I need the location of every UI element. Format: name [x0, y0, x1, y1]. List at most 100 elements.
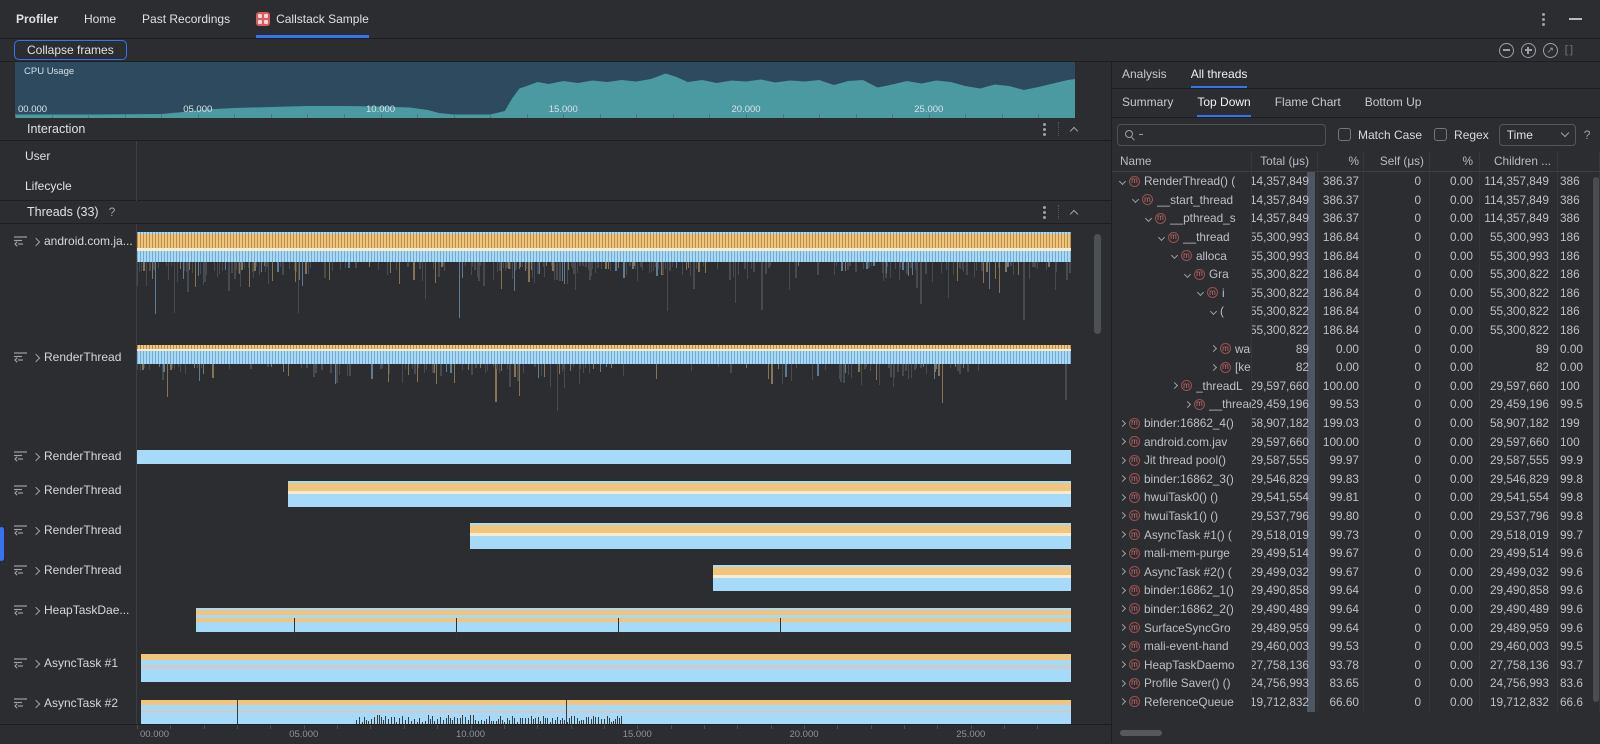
collapse-node-icon[interactable] — [1209, 307, 1218, 315]
threads-collapse-icon[interactable] — [1069, 209, 1079, 218]
expand-thread-icon[interactable] — [31, 452, 41, 462]
regex-checkbox[interactable] — [1434, 128, 1448, 141]
expand-thread-icon[interactable] — [31, 486, 41, 496]
filter-help-icon[interactable]: ? — [1583, 127, 1591, 142]
table-row[interactable]: (55,300,822 186.84 0 0.00 55,300,822 186 — [1112, 302, 1600, 321]
search-input[interactable] — [1146, 127, 1319, 142]
thread-track[interactable] — [137, 640, 1111, 688]
thread-track[interactable] — [137, 336, 1111, 441]
table-row[interactable]: m__pthread_s114,357,849386.3700.00114,35… — [1112, 209, 1600, 228]
table-row[interactable]: m binder:16862_3() 29,546,829 99.83 0 0.00 29,… — [1112, 469, 1600, 489]
tab-flame-chart[interactable]: Flame Chart — [1275, 89, 1341, 117]
expand-node-icon[interactable] — [1118, 456, 1127, 464]
table-row[interactable]: 55,300,822 186.84 0 0.00 55,300,822 186 — [1112, 320, 1600, 340]
thread-track[interactable] — [137, 441, 1111, 475]
expand-node-icon[interactable] — [1118, 531, 1127, 539]
expand-node-icon[interactable] — [1118, 661, 1127, 669]
expand-node-icon[interactable] — [1118, 512, 1127, 520]
expand-node-icon[interactable] — [1170, 382, 1179, 390]
col-self[interactable]: Self (μs) — [1364, 151, 1430, 171]
col-name[interactable]: Name — [1112, 151, 1252, 171]
thread-track[interactable] — [137, 475, 1111, 515]
thread-row-renderthread[interactable]: RenderThread — [0, 555, 1111, 595]
interaction-collapse-icon[interactable] — [1069, 126, 1079, 135]
expand-thread-icon[interactable] — [31, 659, 41, 669]
expand-node-icon[interactable] — [1118, 679, 1127, 687]
reset-zoom-icon[interactable]: ↗ — [1542, 42, 1558, 58]
window-kebab-menu-icon[interactable] — [1542, 17, 1545, 21]
zoom-in-icon[interactable] — [1520, 42, 1536, 58]
tab-home[interactable]: Home — [84, 0, 116, 38]
thread-track[interactable] — [137, 688, 1111, 724]
tab-callstack-sample[interactable]: Callstack Sample — [256, 0, 369, 38]
expand-thread-icon[interactable] — [31, 353, 41, 363]
search-box[interactable] — [1117, 123, 1326, 146]
collapse-node-icon[interactable] — [1144, 214, 1153, 223]
table-row[interactable]: m HeapTaskDaemo 27,758,136 93.78 0 0.00 27,758… — [1112, 655, 1600, 675]
table-row[interactable]: m binder:16862_2() 29,490,489 99.64 0 0.00 29,… — [1112, 599, 1600, 619]
table-row[interactable]: m__start_thread114,357,849386.3700.00114… — [1112, 190, 1600, 210]
col-total-pct[interactable]: % — [1318, 151, 1364, 171]
thread-track[interactable] — [137, 555, 1111, 595]
expand-thread-icon[interactable] — [31, 566, 41, 576]
expand-node-icon[interactable] — [1183, 400, 1192, 408]
collapse-node-icon[interactable] — [1118, 177, 1127, 185]
table-row[interactable]: m AsyncTask #1() (29,518,019 99.73 0 0.00 29,… — [1112, 525, 1600, 544]
table-vertical-scrollbar[interactable] — [1593, 177, 1599, 702]
match-case-checkbox[interactable] — [1338, 128, 1351, 141]
expand-node-icon[interactable] — [1209, 345, 1218, 353]
table-row[interactable]: m [ke 82 0.00 0 0.00 82 0.00 — [1112, 357, 1600, 377]
table-row[interactable]: m Jit thread pool() 29,587,555 99.97 0 0.00 29… — [1112, 450, 1600, 470]
threads-scrollbar-thumb[interactable] — [1094, 234, 1101, 334]
tab-past-recordings[interactable]: Past Recordings — [142, 0, 230, 38]
interaction-section-header[interactable]: Interaction — [0, 118, 1111, 141]
threads-options-icon[interactable] — [1043, 210, 1046, 214]
thread-track[interactable] — [137, 595, 1111, 645]
expand-node-icon[interactable] — [1118, 419, 1127, 427]
table-row[interactable]: m ReferenceQueue 19,712,832 66.60 0 0.00 19,71… — [1112, 692, 1600, 712]
thread-row-android-com-ja-[interactable]: android.com.ja... — [0, 224, 1111, 336]
table-row[interactable]: m _threadL 29,597,660 100.00 0 0.00 29,597,660… — [1112, 376, 1600, 396]
col-self-pct[interactable]: % — [1430, 151, 1480, 171]
time-dropdown[interactable]: Time — [1498, 123, 1576, 146]
expand-node-icon[interactable] — [1118, 698, 1127, 706]
expand-thread-icon[interactable] — [31, 699, 41, 709]
thread-track[interactable] — [137, 224, 1111, 336]
col-children[interactable]: Children ... — [1480, 151, 1558, 171]
table-row[interactable]: m Gra 55,300,822 186.84 0 0.00 55,300,822 186 — [1112, 264, 1600, 284]
thread-track[interactable] — [137, 515, 1111, 555]
expand-node-icon[interactable] — [1118, 475, 1127, 483]
expand-node-icon[interactable] — [1118, 642, 1127, 650]
interaction-row-lifecycle[interactable]: Lifecycle — [0, 171, 1111, 201]
collapse-node-icon[interactable] — [1183, 270, 1192, 278]
col-total[interactable]: Total (μs) — [1252, 151, 1318, 171]
table-row[interactable]: m binder:16862_1() 29,490,858 99.64 0 0.00 29,… — [1112, 581, 1600, 600]
zoom-out-icon[interactable] — [1498, 42, 1514, 58]
thread-row-heaptaskdae-[interactable]: HeapTaskDae... — [0, 595, 1111, 645]
table-row[interactable]: m __thread 55,300,993 186.84 0 0.00 55,300,993… — [1112, 227, 1600, 247]
table-row[interactable]: m hwuiTask1() () 29,537,796 99.80 0 0.00 29,53… — [1112, 506, 1600, 526]
tab-summary[interactable]: Summary — [1122, 89, 1173, 117]
table-row[interactable]: m AsyncTask #2() (29,499,032 99.67 0 0.00 29,… — [1112, 562, 1600, 582]
expand-node-icon[interactable] — [1118, 624, 1127, 632]
expand-node-icon[interactable] — [1118, 549, 1127, 557]
collapse-node-icon[interactable] — [1196, 289, 1205, 297]
thread-row-renderthread[interactable]: RenderThread — [0, 515, 1111, 555]
table-row[interactable]: m alloca 55,300,993 186.84 0 0.00 55,300,993 18… — [1112, 246, 1600, 265]
expand-node-icon[interactable] — [1209, 363, 1218, 371]
table-row[interactable]: m android.com.jav 29,597,660 100.00 0 0.00 29,… — [1112, 432, 1600, 451]
threads-section-header[interactable]: Threads (33) ? — [0, 201, 1111, 224]
tab-all-threads[interactable]: All threads — [1190, 62, 1248, 88]
expand-node-icon[interactable] — [1118, 605, 1127, 613]
table-row[interactable]: m __thread 29,459,196 99.53 0 0.00 29,459,196 9… — [1112, 395, 1600, 414]
table-row[interactable]: m i 55,300,822 186.84 0 0.00 55,300,822 186 — [1112, 283, 1600, 303]
table-row[interactable]: m wai 89 0.00 0 0.00 89 0.00 — [1112, 339, 1600, 358]
expand-thread-icon[interactable] — [31, 606, 41, 616]
thread-row-renderthread[interactable]: RenderThread — [0, 336, 1111, 441]
table-row[interactable]: m Profile Saver() () 24,756,993 83.65 0 0.00 2… — [1112, 674, 1600, 693]
expand-node-icon[interactable] — [1118, 493, 1127, 501]
table-row[interactable]: m SurfaceSyncGro 29,489,959 99.64 0 0.00 29,48… — [1112, 618, 1600, 637]
threads-help-icon[interactable]: ? — [108, 205, 116, 219]
thread-row-asynctask-#2[interactable]: AsyncTask #2 — [0, 688, 1111, 724]
